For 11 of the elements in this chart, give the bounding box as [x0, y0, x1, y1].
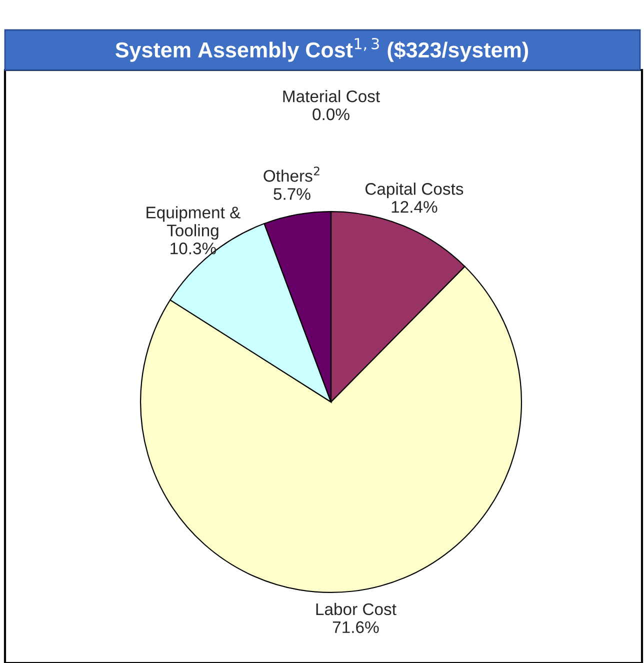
data-label: 71.6% [332, 621, 379, 634]
slice-label: Capital Costs [365, 182, 464, 198]
data-label: 5.7% [274, 188, 310, 200]
text: 0.0% [312, 108, 350, 120]
data-label: 10.3% [170, 242, 216, 254]
slice-label: Labor Cost [316, 602, 396, 616]
slice-label: Equipment & Tooling [146, 206, 240, 240]
slice-label: Others$^{2}$ [264, 166, 320, 182]
category-label: Material Cost [283, 90, 380, 102]
chart-title: System Assembly Cost$^{1,3}$ ($323/system) [116, 38, 528, 62]
data-label: 12.4% [392, 201, 438, 213]
